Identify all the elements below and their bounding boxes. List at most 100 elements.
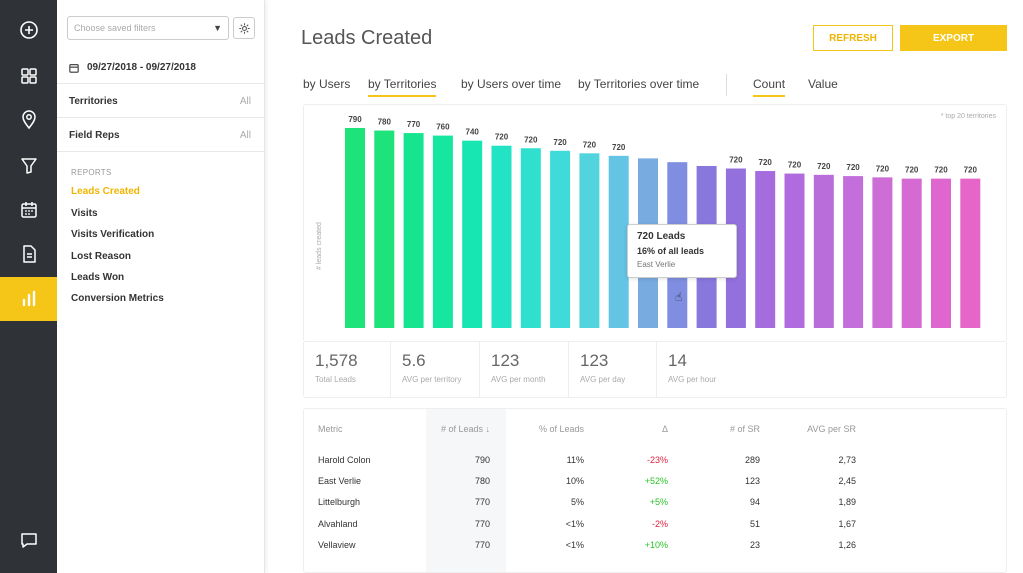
field-reps-filter[interactable]: Field Reps All xyxy=(69,130,251,141)
cell-delta: -2% xyxy=(651,519,668,529)
chart-bar[interactable] xyxy=(755,171,776,328)
chart-bar[interactable] xyxy=(579,153,600,328)
bar-value-label: 720 xyxy=(846,163,860,172)
cell-delta: +10% xyxy=(644,540,668,550)
col-header-delta[interactable]: Δ xyxy=(661,424,668,434)
bar-value-label: 720 xyxy=(612,143,626,152)
date-range-picker[interactable]: 09/27/2018 - 09/27/2018 xyxy=(69,62,196,73)
chart-bar[interactable] xyxy=(550,150,571,328)
report-leads-won[interactable]: Leads Won xyxy=(71,272,125,283)
chat-icon[interactable] xyxy=(0,518,57,562)
stat-label: AVG per territory xyxy=(402,375,462,384)
bar-value-label: 720 xyxy=(934,166,948,175)
report-visits[interactable]: Visits xyxy=(71,208,98,219)
chart-bar[interactable] xyxy=(931,178,951,328)
chart-bar[interactable] xyxy=(462,140,483,328)
stat-avg-hour: 14 AVG per hour xyxy=(657,342,767,398)
cell-leads: 770 xyxy=(474,519,490,529)
chart-bar[interactable] xyxy=(374,130,395,328)
report-lost-reason[interactable]: Lost Reason xyxy=(71,251,132,262)
bar-value-label: 720 xyxy=(964,166,978,175)
tab-by-territories[interactable]: by Territories xyxy=(368,77,437,97)
chart-bar[interactable] xyxy=(872,177,893,328)
bar-value-label: 720 xyxy=(495,133,509,142)
stat-avg-territory: 5.6 AVG per territory xyxy=(391,342,480,398)
territories-filter[interactable]: Territories All xyxy=(69,96,251,107)
stat-value: 123 xyxy=(491,351,520,370)
chart-note: * top 20 territories xyxy=(940,113,996,120)
map-pin-icon[interactable] xyxy=(0,98,57,142)
funnel-icon[interactable] xyxy=(0,144,57,188)
bar-value-label: 720 xyxy=(553,138,567,147)
chart-bar[interactable] xyxy=(491,145,512,328)
filter-settings-button[interactable] xyxy=(233,17,255,39)
cell-sr: 23 xyxy=(749,540,760,550)
dashboard-grid-icon[interactable] xyxy=(0,54,57,98)
stat-label: AVG per day xyxy=(580,375,626,384)
tab-by-territories-over-time[interactable]: by Territories over time xyxy=(578,77,700,91)
cell-avg: 1,26 xyxy=(838,540,856,550)
stat-avg-day: 123 AVG per day xyxy=(569,342,657,398)
bar-value-label: 770 xyxy=(407,120,421,129)
export-button[interactable]: EXPORT xyxy=(900,25,1007,51)
chart-bar[interactable] xyxy=(843,176,864,328)
cell-sr: 94 xyxy=(749,497,760,507)
bar-value-label: 720 xyxy=(788,161,802,170)
col-header-avg[interactable]: AVG per SR xyxy=(807,424,856,434)
chart-bar[interactable] xyxy=(520,148,541,328)
tooltip-name: East Verlie xyxy=(637,260,676,269)
saved-filters-placeholder: Choose saved filters xyxy=(74,23,156,33)
col-header-metric[interactable]: Metric xyxy=(318,424,343,434)
bar-value-label: 760 xyxy=(436,123,450,132)
y-axis-label: # leads created xyxy=(316,222,323,270)
cell-pct: 5% xyxy=(570,497,584,507)
chart-card: 790 780 770 760 740 720 720 720 720 720 720 720 720 7… xyxy=(303,104,1007,342)
bar-value-label: 720 xyxy=(876,164,890,173)
field-reps-label: Field Reps xyxy=(69,130,120,141)
tab-count[interactable]: Count xyxy=(753,77,786,97)
tab-value[interactable]: Value xyxy=(808,77,838,91)
col-header-pct[interactable]: % of Leads xyxy=(538,424,584,434)
main-content: Leads Created REFRESH EXPORT by Users by… xyxy=(266,0,1023,573)
chart-bar[interactable] xyxy=(608,155,629,328)
cell-metric: Harold Colon xyxy=(318,455,371,465)
chart-bar[interactable] xyxy=(784,173,805,328)
plus-circle-icon[interactable] xyxy=(0,8,57,52)
gear-icon xyxy=(238,22,250,34)
cell-leads: 770 xyxy=(474,497,490,507)
cell-metric: Alvahland xyxy=(318,519,358,529)
chart-bar[interactable] xyxy=(345,128,365,328)
territories-value: All xyxy=(239,96,251,107)
col-header-sr[interactable]: # of SR xyxy=(729,424,760,434)
tab-by-users-over-time[interactable]: by Users over time xyxy=(461,77,562,91)
saved-filters-select[interactable]: Choose saved filters ▼ xyxy=(67,16,229,40)
bar-value-label: 780 xyxy=(378,118,392,127)
report-visits-verification[interactable]: Visits Verification xyxy=(71,229,155,240)
report-leads-created[interactable]: Leads Created xyxy=(71,186,140,197)
cell-delta: +52% xyxy=(644,476,668,486)
refresh-button[interactable]: REFRESH xyxy=(813,25,893,51)
page-title: Leads Created xyxy=(301,27,433,49)
tab-by-users[interactable]: by Users xyxy=(303,77,351,91)
stat-label: AVG per month xyxy=(491,375,546,384)
stat-label: Total Leads xyxy=(315,375,356,384)
bar-value-label: 720 xyxy=(583,140,597,149)
calendar-icon[interactable] xyxy=(0,188,57,232)
field-reps-value: All xyxy=(239,130,251,141)
document-icon[interactable] xyxy=(0,232,57,276)
chart-bar[interactable] xyxy=(403,133,424,328)
report-conversion-metrics[interactable]: Conversion Metrics xyxy=(71,293,164,304)
metrics-table: Metric # of Leads ↓ % of Leads Δ # of SR… xyxy=(303,408,1007,573)
sorted-column-highlight xyxy=(426,409,506,572)
cell-sr: 123 xyxy=(744,476,760,486)
chart-bar[interactable] xyxy=(432,135,453,328)
col-header-leads[interactable]: # of Leads ↓ xyxy=(440,424,490,434)
chart-bar[interactable] xyxy=(813,174,834,328)
chart-bar[interactable] xyxy=(960,178,981,328)
cell-metric: East Verlie xyxy=(318,476,362,486)
stat-avg-month: 123 AVG per month xyxy=(480,342,569,398)
bar-chart-icon[interactable] xyxy=(0,277,57,321)
chart-bar[interactable] xyxy=(901,178,922,328)
cell-delta: +5% xyxy=(649,497,668,507)
bar-value-label: 720 xyxy=(817,162,831,171)
